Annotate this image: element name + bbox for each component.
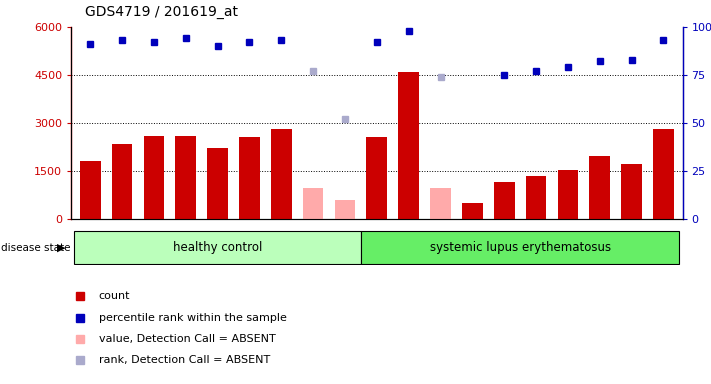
Text: percentile rank within the sample: percentile rank within the sample [99,313,287,323]
Text: rank, Detection Call = ABSENT: rank, Detection Call = ABSENT [99,355,270,365]
Bar [589,156,610,219]
Bar [366,137,387,219]
Text: ▶: ▶ [57,243,65,253]
Bar [176,136,196,219]
Bar [494,182,515,219]
Bar [144,136,164,219]
Bar [361,231,680,264]
Text: healthy control: healthy control [173,241,262,254]
Bar [112,144,132,219]
Bar [621,164,642,219]
Bar [80,161,100,219]
Bar [271,129,292,219]
Bar [207,147,228,219]
Text: count: count [99,291,130,301]
Bar [653,129,674,219]
Text: systemic lupus erythematosus: systemic lupus erythematosus [429,241,611,254]
Text: GDS4719 / 201619_at: GDS4719 / 201619_at [85,5,238,19]
Text: disease state: disease state [1,243,71,253]
Text: value, Detection Call = ABSENT: value, Detection Call = ABSENT [99,334,275,344]
Bar [557,170,578,219]
Bar [398,72,419,219]
Bar [239,137,260,219]
Bar [303,189,324,219]
Bar [525,176,547,219]
Bar [74,231,361,264]
Bar [335,200,356,219]
Bar [430,189,451,219]
Bar [462,203,483,219]
